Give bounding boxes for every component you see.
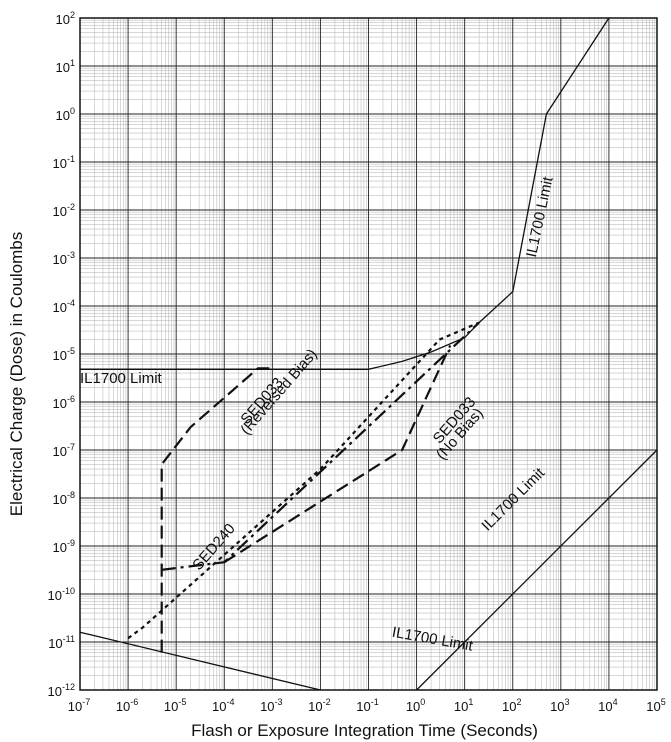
x-tick-label: 10-1 — [356, 697, 378, 714]
y-tick-label: 101 — [56, 58, 75, 75]
x-tick-label: 10-7 — [68, 697, 90, 714]
x-tick-label: 105 — [646, 697, 665, 714]
y-tick-label: 10-3 — [53, 250, 75, 267]
y-tick-label: 100 — [56, 106, 75, 123]
x-tick-label: 10-6 — [116, 697, 138, 714]
y-tick-label: 10-7 — [53, 442, 75, 459]
annotation-label: IL1700 Limit — [478, 464, 548, 534]
x-tick-label: 100 — [406, 697, 425, 714]
x-tick-label: 10-3 — [260, 697, 282, 714]
series-line-4 — [160, 367, 273, 653]
series-line-6 — [223, 345, 452, 564]
y-tick-label: 102 — [56, 10, 75, 27]
series-line-3 — [416, 449, 658, 691]
x-tick-labels: 10-7 10-6 10-5 10-4 10-3 10-2 10-1 100 101 102 103… — [68, 697, 666, 714]
series-line-1 — [79, 631, 321, 691]
y-tick-label: 10-1 — [53, 154, 75, 171]
x-tick-label: 101 — [454, 697, 473, 714]
plot-frame — [79, 17, 658, 691]
y-tick-label: 10-4 — [53, 298, 75, 315]
x-tick-label: 10-4 — [212, 697, 234, 714]
y-tick-label: 10-2 — [53, 202, 75, 219]
x-axis-title: Flash or Exposure Integration Time (Seco… — [191, 721, 538, 740]
y-tick-label: 10-10 — [48, 586, 75, 603]
y-tick-label: 10-12 — [48, 682, 75, 699]
y-tick-labels: 10-12 10-11 10-10 10-9 10-8 10-7 10-6 10-5 10-4 1… — [48, 10, 75, 699]
y-tick-label: 10-11 — [48, 634, 75, 651]
x-tick-label: 102 — [502, 697, 521, 714]
x-tick-label: 104 — [598, 697, 617, 714]
grid — [79, 17, 658, 691]
x-tick-label: 10-2 — [308, 697, 330, 714]
y-tick-label: 10-9 — [53, 538, 75, 555]
series-line-2 — [80, 17, 610, 370]
series-line-7 — [127, 321, 480, 640]
y-axis-title: Electrical Charge (Dose) in Coulombs — [7, 232, 26, 516]
y-tick-label: 10-8 — [53, 490, 75, 507]
y-tick-label: 10-5 — [53, 346, 75, 363]
series-group — [79, 17, 658, 691]
annotation-label: IL1700 Limit — [80, 370, 163, 387]
y-tick-label: 10-6 — [53, 394, 75, 411]
x-tick-label: 10-5 — [164, 697, 186, 714]
annotation-label: (Reversed Bias) — [237, 346, 320, 438]
x-tick-label: 103 — [550, 697, 569, 714]
